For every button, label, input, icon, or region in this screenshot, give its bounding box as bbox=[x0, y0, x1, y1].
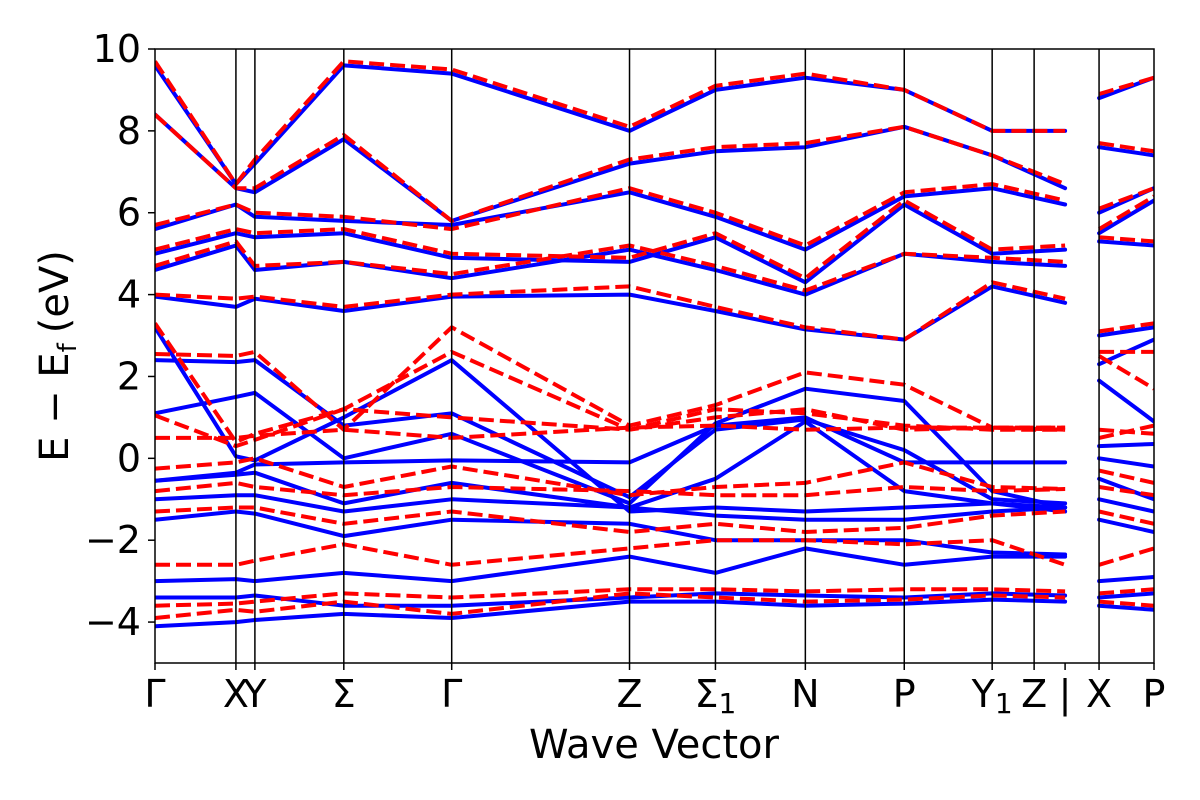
y-tick-label-3: 4 bbox=[117, 273, 141, 317]
y-axis-label-sub: f bbox=[53, 342, 83, 352]
band-line-red-7-1 bbox=[1098, 423, 1154, 440]
band-line-red-13-1 bbox=[1098, 186, 1154, 211]
x-tick-label-11: | bbox=[1059, 672, 1072, 717]
x-tick-label-3: Σ bbox=[332, 672, 356, 716]
band-line-red-10-1 bbox=[1098, 321, 1154, 334]
x-tick-label-6: Σ1 bbox=[695, 672, 737, 720]
y-tick-label-4: 2 bbox=[117, 354, 141, 398]
x-tick-label-7: N bbox=[791, 672, 819, 716]
band-line-blue-14-1 bbox=[1097, 145, 1154, 158]
x-tick-label-0: Γ bbox=[144, 672, 165, 716]
band-line-red-15-0 bbox=[155, 59, 1066, 187]
y-axis-label: E − Ef (eV) bbox=[32, 250, 83, 462]
band-line-red-8-1 bbox=[1098, 354, 1154, 391]
band-line-red-2-0 bbox=[155, 538, 1066, 567]
y-tick-label-7: −4 bbox=[85, 600, 141, 644]
y-axis-ticks: 10 8 6 4 2 0 −2 −4 bbox=[85, 27, 155, 644]
band-line-red-14-1 bbox=[1098, 141, 1154, 154]
band-line-red-0-0 bbox=[155, 591, 1066, 620]
band-line-blue-0-1 bbox=[1097, 603, 1154, 612]
x-tick-label-5: Z bbox=[617, 672, 643, 716]
band-line-blue-5-1 bbox=[1097, 476, 1154, 502]
band-line-blue-12-1 bbox=[1097, 198, 1154, 236]
band-line-blue-7-1 bbox=[1097, 442, 1154, 449]
band-line-blue-3-1 bbox=[1097, 517, 1154, 534]
band-line-blue-10-1 bbox=[1097, 325, 1154, 338]
band-line-red-11-1 bbox=[1098, 235, 1154, 244]
y-tick-label-2: 6 bbox=[117, 191, 141, 235]
band-line-red-12-1 bbox=[1098, 194, 1154, 231]
band-line-blue-1-1 bbox=[1097, 591, 1154, 600]
band-line-blue-11-1 bbox=[1097, 239, 1154, 248]
y-tick-label-0: 10 bbox=[93, 27, 141, 71]
band-line-red-12-0 bbox=[155, 198, 1066, 281]
band-line-red-4-1 bbox=[1098, 485, 1154, 498]
band-line-blue-6-1 bbox=[1097, 456, 1154, 469]
x-tick-label-9: Y1 bbox=[971, 672, 1013, 720]
band-line-red-15-1 bbox=[1098, 75, 1154, 96]
x-tick-label-4: Γ bbox=[441, 672, 462, 716]
band-line-red-5-1 bbox=[1098, 468, 1154, 485]
y-axis-label-unit: (eV) bbox=[32, 250, 78, 333]
x-axis-ticks: Γ XY Σ Γ Z Σ1 N P Y1 Z | X P bbox=[144, 663, 1165, 720]
band-line-red-2-1 bbox=[1098, 546, 1154, 567]
band-line-red-3-1 bbox=[1098, 509, 1154, 526]
x-tick-label-12: X bbox=[1086, 672, 1112, 716]
y-tick-label-5: 0 bbox=[117, 436, 141, 480]
x-tick-label-8: P bbox=[893, 672, 916, 716]
plot-frame bbox=[154, 48, 1155, 664]
band-line-red-1-1 bbox=[1098, 587, 1154, 596]
x-tick-label-1: X bbox=[223, 672, 249, 716]
y-tick-label-6: −2 bbox=[85, 518, 141, 562]
band-line-blue-4-1 bbox=[1097, 497, 1154, 514]
high-symmetry-lines bbox=[235, 49, 1100, 663]
x-tick-label-2: Y bbox=[242, 672, 267, 716]
band-line-red-3-0 bbox=[155, 505, 1066, 534]
y-tick-label-1: 8 bbox=[117, 109, 141, 153]
x-axis-label: Wave Vector bbox=[529, 722, 780, 768]
plot-area bbox=[155, 49, 1154, 663]
y-axis-label-main: E − E bbox=[32, 352, 78, 462]
band-line-blue-8-1 bbox=[1097, 378, 1154, 424]
x-tick-label-10: Z bbox=[1021, 672, 1047, 716]
band-line-blue-2-1 bbox=[1097, 575, 1154, 584]
x-tick-label-13: P bbox=[1143, 672, 1166, 716]
band-line-red-0-1 bbox=[1098, 599, 1154, 608]
